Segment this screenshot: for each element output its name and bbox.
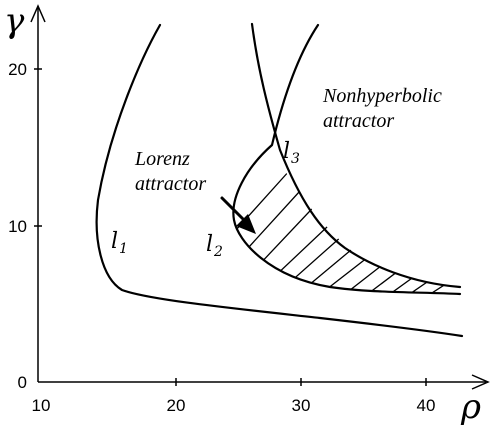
curve-l2 [232,23,462,296]
nonhyperbolic-label-line1: Nonhyperbolic [322,85,442,107]
x-tick-label-20: 20 [167,396,186,415]
axes: 10 20 30 40 0 10 20 γ ρ [4,1,490,427]
curve-l1 [95,23,464,338]
lorenz-label-line1: Lorenz [134,148,190,170]
curves [95,22,464,338]
y-axis-arrowhead [30,4,46,23]
y-axis-symbol: γ [4,1,25,41]
curve-l3 [250,22,462,289]
x-tick-label-10: 10 [32,396,51,415]
nonhyperbolic-label-line2: attractor [323,110,394,132]
y-tick-label-10: 10 [8,217,27,236]
y-tick-label-0: 0 [18,373,27,392]
label-l1-sub: 1 [119,241,128,257]
x-axis-arrowhead [471,374,490,390]
label-l2-main: l [206,232,213,257]
label-l1-main: l [111,229,118,254]
x-tick-label-30: 30 [292,396,311,415]
hatched-region [233,169,460,294]
label-l2: l 2 [206,232,223,260]
arrow-icon [220,196,256,234]
y-tick-label-20: 20 [8,60,27,79]
label-l3-sub: 3 [291,151,300,167]
x-tick-label-40: 40 [417,396,436,415]
lorenz-label-line2: attractor [135,173,206,195]
label-l3-main: l [283,139,290,164]
label-l2-sub: 2 [213,244,223,260]
x-axis-symbol: ρ [460,387,481,427]
label-l1: l 1 [111,229,128,257]
label-l3: l 3 [283,139,300,167]
